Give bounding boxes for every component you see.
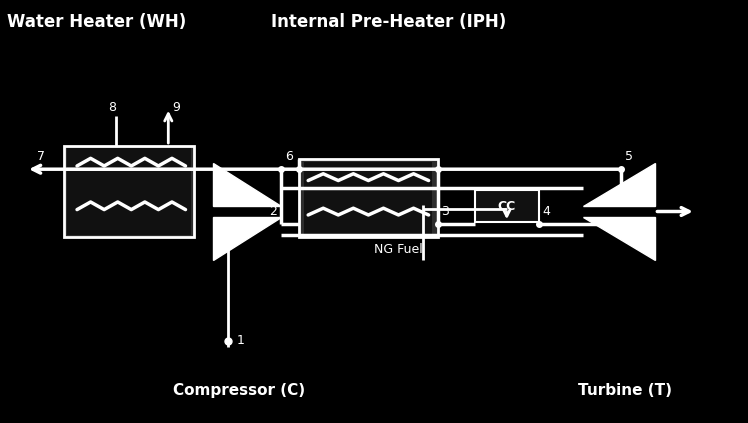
Bar: [64, 146, 194, 237]
Bar: [475, 190, 539, 222]
Bar: [67, 148, 191, 167]
Text: NG Fuel: NG Fuel: [374, 243, 423, 256]
Text: Internal Pre-Heater (IPH): Internal Pre-Heater (IPH): [272, 13, 506, 31]
Text: 1: 1: [237, 334, 245, 347]
Text: 2: 2: [269, 205, 277, 218]
Text: Water Heater (WH): Water Heater (WH): [7, 13, 187, 31]
Text: Compressor (C): Compressor (C): [174, 383, 305, 398]
Text: CC: CC: [497, 200, 516, 213]
Bar: [299, 159, 438, 237]
Polygon shape: [583, 217, 654, 260]
Text: 4: 4: [542, 205, 551, 218]
Text: 8: 8: [108, 101, 116, 114]
Polygon shape: [213, 217, 280, 260]
Text: 5: 5: [625, 150, 633, 163]
Text: Turbine (T): Turbine (T): [577, 383, 672, 398]
Bar: [304, 162, 432, 234]
Text: 9: 9: [172, 101, 180, 114]
Bar: [67, 171, 191, 235]
Polygon shape: [213, 163, 280, 206]
Text: 6: 6: [285, 150, 293, 163]
Polygon shape: [583, 163, 654, 206]
Text: 3: 3: [441, 205, 450, 218]
Text: 7: 7: [37, 150, 46, 163]
